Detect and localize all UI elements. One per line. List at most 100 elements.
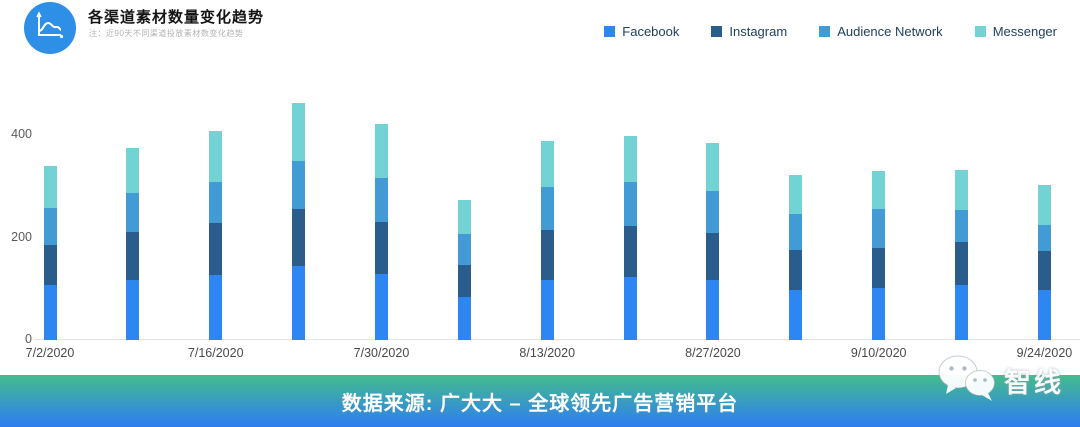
legend-swatch — [974, 26, 986, 37]
bar-segment-messenger — [789, 175, 803, 214]
bar-segment-instagram — [706, 233, 720, 281]
bar-segment-audience-network — [955, 209, 969, 243]
bar-segment-instagram — [292, 208, 306, 267]
bar-segment-audience-network — [209, 182, 223, 224]
bar-segment-messenger — [706, 143, 720, 191]
bar-segment-messenger — [540, 141, 554, 188]
x-axis-tick-label: 7/16/2020 — [187, 346, 244, 360]
bar-segment-facebook — [457, 297, 471, 340]
bar-segment-facebook — [789, 289, 803, 340]
bar-segment-facebook — [209, 275, 223, 340]
bar-segment-audience-network — [457, 234, 471, 265]
footer-text: 数据来源: 广大大 – 全球领先广告营销平台 — [341, 392, 739, 415]
bar-segment-messenger — [209, 130, 223, 183]
legend-item-messenger: Messenger — [974, 24, 1057, 39]
bar-segment-facebook — [1037, 290, 1051, 340]
bar-segment-facebook — [706, 280, 720, 340]
legend-item-facebook: Facebook — [604, 24, 679, 39]
bar-column-9/10/2020 — [872, 171, 886, 340]
x-axis-tick-label: 9/10/2020 — [850, 346, 907, 360]
legend-item-label: Instagram — [729, 24, 788, 39]
x-axis-tick-label: 9/24/2020 — [1016, 346, 1073, 360]
axis-baseline — [34, 339, 1080, 340]
bar-segment-instagram — [872, 247, 886, 288]
app-logo — [24, 2, 76, 54]
bar-segment-audience-network — [706, 190, 720, 234]
bar-column-8/27/2020 — [706, 143, 720, 340]
bar-column-8/20/2020 — [623, 135, 637, 340]
bar-column-8/6/2020 — [457, 200, 471, 340]
legend-item-label: Messenger — [992, 24, 1057, 39]
bar-segment-audience-network — [292, 161, 306, 209]
bar-segment-audience-network — [789, 213, 803, 251]
bar-segment-messenger — [457, 200, 471, 235]
bar-segment-facebook — [374, 273, 388, 340]
bar-segment-instagram — [789, 250, 803, 290]
y-axis-tick-label: 0 — [25, 332, 32, 346]
bar-segment-messenger — [126, 147, 140, 194]
bar-segment-facebook — [623, 276, 637, 340]
bar-segment-facebook — [540, 279, 554, 340]
bar-segment-facebook — [292, 266, 306, 340]
bar-segment-audience-network — [1037, 225, 1051, 252]
bar-column-8/13/2020 — [540, 141, 554, 340]
x-axis-tick-label: 8/27/2020 — [685, 346, 741, 360]
bar-segment-facebook — [872, 287, 886, 340]
bar-segment-messenger — [872, 171, 886, 210]
bar-segment-instagram — [43, 244, 57, 285]
bar-segment-audience-network — [540, 187, 554, 231]
watermark: 智线 — [936, 352, 1064, 409]
bar-column-9/17/2020 — [955, 170, 969, 340]
bar-column-9/24/2020 — [1037, 184, 1051, 340]
bar-column-7/16/2020 — [209, 130, 223, 340]
bar-segment-instagram — [457, 264, 471, 298]
x-axis-tick-label: 7/30/2020 — [353, 346, 410, 360]
legend-swatch — [711, 26, 723, 37]
legend-item-label: Facebook — [622, 24, 680, 39]
bar-column-7/30/2020 — [374, 124, 388, 340]
bar-column-9/3/2020 — [789, 175, 803, 340]
bar-segment-instagram — [209, 223, 223, 276]
y-axis-tick-label: 200 — [11, 229, 32, 244]
y-axis-tick-label: 400 — [11, 127, 32, 141]
bar-segment-messenger — [623, 135, 637, 182]
footer-banner: 数据来源: 广大大 – 全球领先广告营销平台 — [0, 375, 1080, 427]
bar-segment-facebook — [43, 284, 57, 340]
bar-segment-messenger — [955, 170, 969, 210]
bar-segment-instagram — [955, 242, 969, 285]
legend-item-audience-network: Audience Network — [819, 24, 943, 39]
bar-segment-messenger — [374, 124, 388, 179]
wechat-icon — [936, 352, 998, 409]
bar-segment-audience-network — [374, 178, 388, 223]
legend-swatch — [604, 26, 616, 37]
legend-swatch — [819, 26, 831, 37]
watermark-text: 智线 — [1004, 368, 1064, 398]
bar-segment-facebook — [126, 280, 140, 340]
bar-segment-facebook — [955, 284, 969, 340]
plot-area — [34, 103, 1080, 340]
bar-segment-messenger — [292, 103, 306, 162]
bar-segment-instagram — [1037, 251, 1051, 291]
bar-segment-instagram — [540, 230, 554, 280]
bar-segment-audience-network — [623, 181, 637, 227]
bar-segment-audience-network — [126, 193, 140, 232]
bar-segment-messenger — [1037, 184, 1051, 226]
bar-segment-audience-network — [872, 209, 886, 248]
legend-item-instagram: Instagram — [711, 24, 787, 39]
legend-item-label: Audience Network — [837, 24, 943, 39]
page-subtitle: 注：近90天不同渠道投放素材数变化趋势 — [89, 29, 244, 38]
bar-segment-instagram — [374, 222, 388, 274]
bar-segment-messenger — [43, 165, 57, 208]
line-chart-icon — [34, 10, 66, 46]
page-title: 各渠道素材数量变化趋势 — [88, 9, 265, 26]
bar-segment-audience-network — [43, 207, 57, 245]
bar-column-7/9/2020 — [126, 147, 140, 340]
x-axis-tick-label: 7/2/2020 — [25, 346, 75, 360]
legend: Facebook Instagram Audience Network Messeng… — [604, 24, 1057, 39]
bar-column-7/23/2020 — [292, 103, 306, 340]
bar-segment-instagram — [126, 231, 140, 281]
x-axis-tick-label: 8/13/2020 — [519, 346, 576, 360]
bar-segment-instagram — [623, 226, 637, 277]
bar-column-7/2/2020 — [43, 165, 57, 340]
